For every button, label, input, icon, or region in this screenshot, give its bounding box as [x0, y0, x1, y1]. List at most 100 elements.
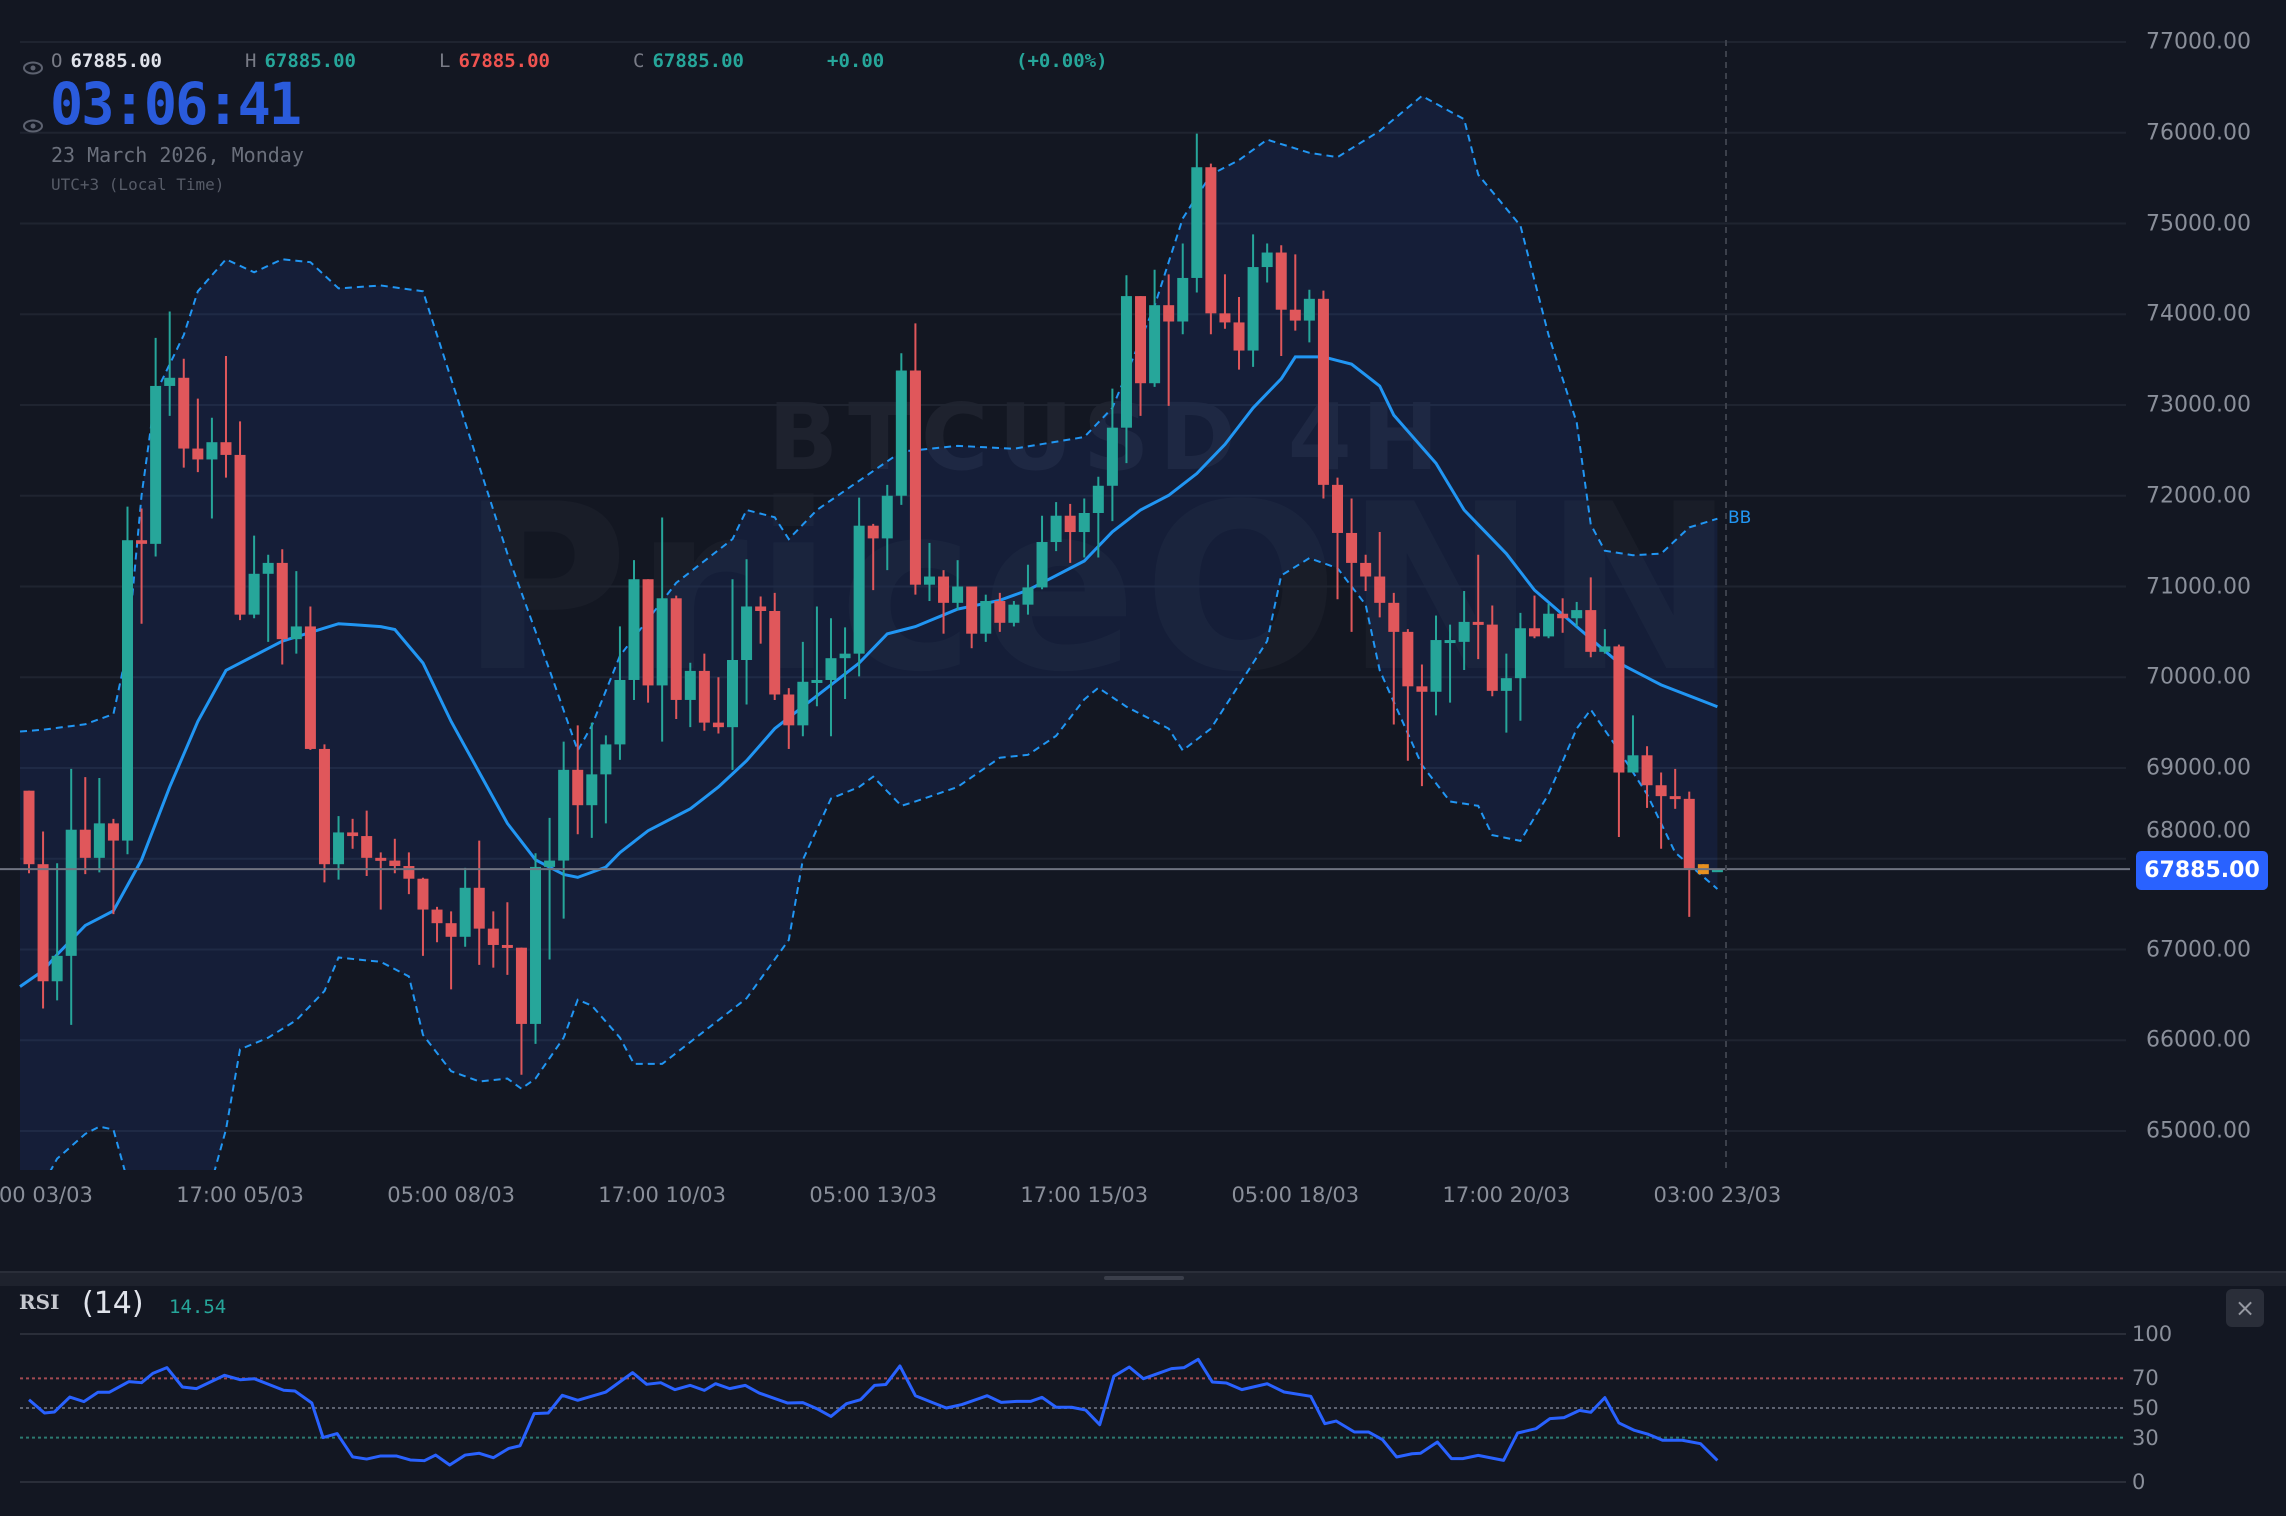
- candle[interactable]: [980, 594, 992, 642]
- candle[interactable]: [1289, 254, 1301, 331]
- candle[interactable]: [1514, 612, 1526, 721]
- candle[interactable]: [1120, 275, 1132, 464]
- candle[interactable]: [895, 353, 907, 505]
- candle[interactable]: [586, 722, 598, 838]
- candle[interactable]: [684, 662, 696, 728]
- candle[interactable]: [375, 852, 387, 910]
- candle[interactable]: [769, 592, 781, 700]
- candle[interactable]: [206, 417, 218, 519]
- candle[interactable]: [459, 867, 471, 947]
- candle[interactable]: [712, 677, 724, 734]
- candle[interactable]: [1092, 476, 1104, 558]
- candle[interactable]: [1613, 644, 1625, 837]
- candle[interactable]: [1444, 624, 1456, 703]
- candle[interactable]: [656, 517, 668, 742]
- candle[interactable]: [1106, 388, 1118, 522]
- candle[interactable]: [121, 506, 133, 855]
- candle[interactable]: [1233, 297, 1245, 370]
- candle[interactable]: [670, 595, 682, 719]
- candle[interactable]: [544, 817, 556, 960]
- candle[interactable]: [923, 542, 935, 602]
- candle[interactable]: [290, 571, 302, 654]
- candle[interactable]: [741, 559, 753, 705]
- candle[interactable]: [1543, 603, 1555, 639]
- candle[interactable]: [1247, 234, 1259, 367]
- candle[interactable]: [136, 508, 148, 624]
- candle[interactable]: [178, 358, 190, 468]
- candle[interactable]: [248, 535, 260, 619]
- candle[interactable]: [234, 421, 246, 621]
- candle[interactable]: [473, 840, 485, 965]
- candle[interactable]: [839, 627, 851, 700]
- candle[interactable]: [276, 549, 288, 665]
- candle[interactable]: [150, 337, 162, 557]
- candle[interactable]: [755, 596, 767, 644]
- candle[interactable]: [1303, 289, 1315, 343]
- candle[interactable]: [1430, 615, 1442, 716]
- candle[interactable]: [347, 818, 359, 849]
- candle[interactable]: [1163, 274, 1175, 406]
- candle[interactable]: [783, 688, 795, 749]
- candle[interactable]: [1008, 601, 1020, 627]
- candle[interactable]: [952, 560, 964, 611]
- candle[interactable]: [164, 311, 176, 416]
- candle[interactable]: [881, 484, 893, 571]
- eye-icon[interactable]: [22, 60, 44, 75]
- candle[interactable]: [107, 818, 119, 915]
- candle[interactable]: [51, 863, 63, 1001]
- candle[interactable]: [1360, 554, 1372, 592]
- candle[interactable]: [994, 592, 1006, 632]
- candle[interactable]: [515, 947, 527, 1075]
- candle[interactable]: [867, 523, 879, 591]
- candle[interactable]: [1472, 554, 1484, 660]
- candle[interactable]: [1557, 598, 1569, 633]
- candle[interactable]: [1064, 503, 1076, 563]
- candle[interactable]: [192, 398, 204, 473]
- candle[interactable]: [220, 355, 232, 478]
- candle[interactable]: [304, 606, 316, 750]
- candle[interactable]: [23, 790, 35, 874]
- candle[interactable]: [614, 626, 626, 760]
- candle[interactable]: [361, 810, 373, 876]
- candle[interactable]: [1711, 869, 1723, 873]
- candle[interactable]: [811, 606, 823, 707]
- candle[interactable]: [698, 653, 710, 731]
- candle[interactable]: [389, 838, 401, 874]
- close-icon[interactable]: ×: [2226, 1289, 2264, 1327]
- candle[interactable]: [600, 735, 612, 824]
- candle[interactable]: [1177, 243, 1189, 335]
- candle[interactable]: [501, 902, 513, 975]
- candle[interactable]: [1655, 772, 1667, 849]
- candle[interactable]: [1416, 664, 1428, 787]
- candle[interactable]: [1078, 498, 1090, 558]
- candle[interactable]: [403, 852, 415, 895]
- eye-icon[interactable]: [22, 118, 44, 133]
- candle[interactable]: [1191, 133, 1203, 293]
- candle[interactable]: [1135, 296, 1147, 416]
- candle[interactable]: [1346, 498, 1358, 632]
- candle[interactable]: [572, 725, 584, 835]
- candle[interactable]: [37, 831, 49, 1009]
- candle[interactable]: [318, 744, 330, 883]
- candle[interactable]: [1641, 746, 1653, 808]
- candle[interactable]: [1205, 163, 1217, 335]
- candle[interactable]: [93, 777, 105, 873]
- candle[interactable]: [642, 579, 654, 703]
- candle[interactable]: [1317, 290, 1329, 499]
- candle[interactable]: [431, 906, 443, 943]
- candle[interactable]: [530, 853, 542, 1044]
- candle[interactable]: [262, 554, 274, 642]
- candle[interactable]: [65, 768, 77, 1025]
- candle[interactable]: [1219, 274, 1231, 329]
- candle[interactable]: [1571, 601, 1583, 627]
- candle[interactable]: [1261, 243, 1273, 283]
- candle[interactable]: [79, 777, 91, 875]
- candle[interactable]: [1458, 591, 1470, 670]
- candle[interactable]: [825, 618, 837, 737]
- candle[interactable]: [417, 877, 429, 956]
- candle[interactable]: [938, 570, 950, 634]
- candle[interactable]: [1500, 653, 1512, 733]
- candle[interactable]: [1022, 564, 1034, 615]
- candle[interactable]: [1599, 629, 1611, 654]
